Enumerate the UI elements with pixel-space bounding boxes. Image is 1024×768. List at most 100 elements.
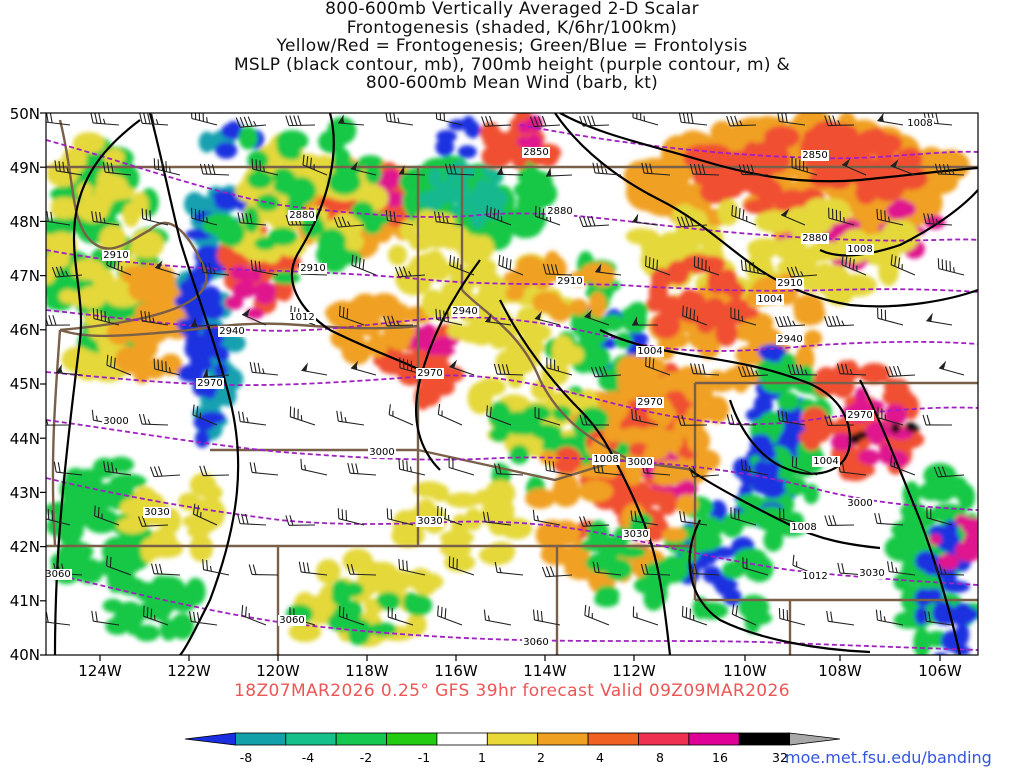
mslp-contour [559,113,978,183]
shading-cell [384,302,411,325]
mslp-contour-label: 1012 [289,312,314,323]
height-contour-label: 2850 [802,150,827,161]
wind-barb [103,461,132,476]
shading-cell [317,228,347,255]
height-contour-label: 3000 [103,416,128,427]
source-credit[interactable]: moe.met.fsu.edu/banding [785,748,992,767]
wind-barb [824,515,855,526]
shading-cell [121,549,139,571]
shading-cell [684,384,714,405]
wind-barb [94,505,120,526]
colorbar-swatch [638,732,690,746]
height-contour-label: 2910 [103,250,128,261]
shading-cell [215,142,238,159]
shading-cell [481,144,513,169]
wind-barb [449,359,475,376]
lat-label: 43N [10,484,40,502]
shading-cell [238,126,258,150]
shading-cell [487,541,516,561]
wind-barb [154,260,181,276]
height-contour [46,309,978,352]
wind-barb [142,605,169,626]
shading-cell [601,314,625,332]
wind-barb [298,561,328,576]
contour-label-bg [790,522,818,533]
wind-barb [249,361,279,376]
shading-cell [436,130,457,143]
wind-barb [202,559,230,576]
mslp-contour [53,119,141,655]
colorbar-swatch [537,732,589,746]
shading-cell [415,572,444,591]
shading-cell [784,476,807,496]
shading-cell [937,569,958,582]
wind-barb [301,362,328,376]
shading-cell [378,592,401,611]
wind-barb [383,315,414,327]
shading-cell [524,406,544,421]
mslp-contour-label: 1008 [907,118,932,129]
shading-cell [934,652,948,655]
shading-cell [906,425,920,433]
wind-barb [486,205,512,226]
wind-barb [726,414,757,426]
wind-barb [579,115,610,127]
shading-cell [177,364,205,383]
shading-cell [113,606,130,635]
shading-cell [122,202,140,228]
state-borders [46,119,978,655]
wind-barb [787,364,818,376]
contour-label-bg [812,456,840,467]
shading-cell [341,582,364,597]
mslp-contour-label: 1012 [802,571,827,582]
contour-label-bg [858,568,886,579]
wind-barb [241,308,267,326]
shading-cell [744,609,761,634]
shading-cell [445,492,481,508]
wind-barb [924,610,953,626]
shading-cell [961,516,973,534]
height-contour-label: 3060 [279,615,304,626]
wind-barb [189,611,218,626]
lon-label: 116W [434,662,478,680]
colorbar-label: -1 [418,750,430,765]
wind-barb [884,365,916,377]
wind-barb [338,605,365,626]
shading-cell [273,176,305,196]
mslp-contour-label: 1004 [813,456,838,467]
contour-label-bg [801,571,829,582]
shading-cell [367,333,389,358]
contour-label-bg [776,334,804,345]
shading-cell [695,601,729,620]
shading-cell [462,115,476,131]
wind-barb [350,161,377,176]
contour-label-bg [288,312,316,323]
wind-barb [544,459,573,476]
wind-barb [399,165,426,176]
mslp-contour [819,189,978,257]
shading-cell [383,191,405,208]
shading-cell [327,169,362,195]
wind-barb [336,410,365,426]
wind-barb [774,315,806,328]
lat-label: 41N [10,592,40,610]
contour-label-bg [44,569,72,580]
wind-barb [841,158,867,176]
colorbar-swatch [234,732,287,746]
contour-label-bg [102,416,130,427]
shading-cell [624,407,652,430]
wind-barb [780,208,806,226]
contour-label-bg [636,346,664,357]
wind-barb [494,561,524,576]
shading-cell [50,551,86,571]
mslp-contours [53,113,978,655]
contour-label-bg [102,250,130,261]
contour-label-bg [522,147,550,158]
wind-barb [333,216,365,228]
height-contour-label: 2970 [847,410,872,421]
contour-label-bg [801,150,829,161]
shading-cell [937,553,959,570]
colorbar-arrow-left [184,732,236,746]
wind-barb [546,166,573,177]
wind-barb [876,208,904,226]
